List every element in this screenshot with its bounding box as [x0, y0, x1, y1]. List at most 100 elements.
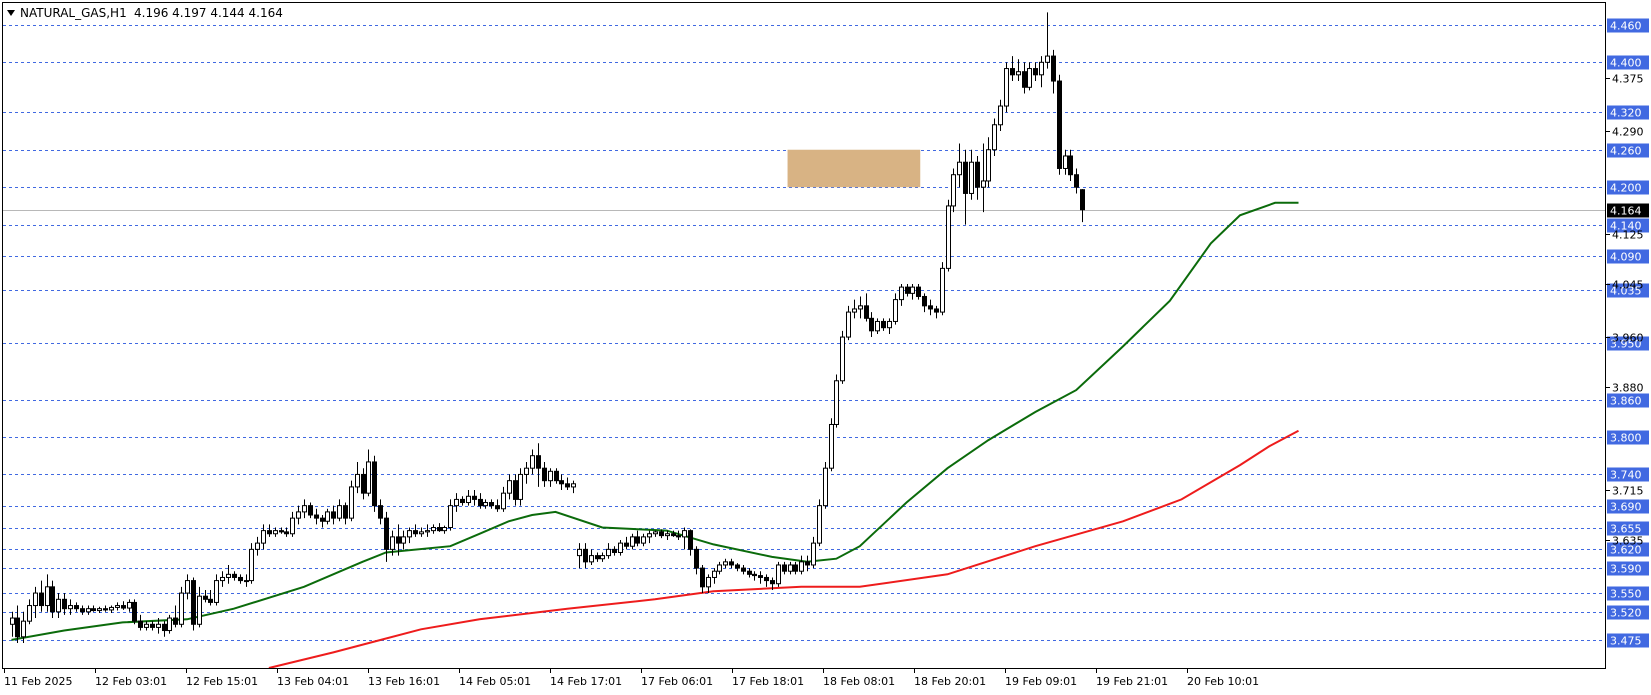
candle [559, 474, 564, 491]
candle [460, 496, 465, 506]
candle [869, 312, 874, 338]
candle [864, 293, 869, 322]
candle-body-down [559, 480, 564, 485]
candle [770, 577, 775, 590]
candle-body-down [15, 617, 20, 638]
candle [226, 564, 231, 584]
candle [735, 563, 740, 572]
candle [1016, 59, 1021, 82]
level-label: 4.400 [1610, 57, 1642, 70]
candle [255, 536, 260, 556]
candle [928, 299, 933, 316]
candle-body-down [478, 498, 483, 507]
candle-body-down [284, 531, 289, 535]
moving-average-slow [268, 429, 1299, 669]
candle [483, 499, 488, 509]
ohlc-values: 4.196 4.197 4.144 4.164 [134, 6, 283, 20]
candle [1022, 62, 1027, 94]
candle [162, 621, 167, 637]
candle-body-down [764, 576, 769, 582]
level-label-bg [1607, 467, 1649, 482]
candle-body-up [115, 605, 120, 608]
candle [934, 305, 939, 319]
candle [600, 552, 605, 562]
candle-body-down [1010, 68, 1015, 76]
candle [372, 455, 377, 512]
candle-body-up [185, 580, 190, 594]
candle [688, 529, 693, 556]
candle [910, 283, 915, 300]
candle-body-down [232, 573, 237, 578]
candle-body-up [179, 592, 184, 625]
candle [665, 530, 670, 540]
candle [957, 143, 962, 188]
candle-body-up [302, 505, 307, 513]
candle [1033, 62, 1038, 82]
level-label-bg [1607, 143, 1649, 158]
candle-body-up [946, 205, 951, 269]
candle-body-down [103, 608, 108, 611]
time-tick-label: 17 Feb 06:01 [641, 675, 713, 688]
level-label-bg [1607, 561, 1649, 576]
candle-body-up [214, 580, 219, 603]
candle [618, 539, 623, 556]
candle [542, 461, 547, 487]
candle [1080, 189, 1085, 223]
current-price-label: 4.164 [1610, 205, 1642, 218]
candle-body-down [1068, 155, 1073, 176]
candle [577, 543, 582, 569]
candle [325, 508, 330, 525]
candle [788, 561, 793, 575]
candle-body-up [97, 608, 102, 612]
price-tick-label: 3.960 [1612, 332, 1644, 345]
level-label: 3.950 [1610, 338, 1642, 351]
candle [583, 543, 588, 569]
level-label: 4.460 [1610, 20, 1642, 33]
candle [296, 505, 301, 525]
candle-body-down [864, 305, 869, 319]
price-tick-label: 3.715 [1612, 485, 1644, 498]
candle [220, 571, 225, 587]
candle [249, 543, 254, 584]
level-label: 4.090 [1610, 251, 1642, 264]
candle [899, 283, 904, 306]
candle [144, 621, 149, 631]
price-tick-label: 4.290 [1612, 126, 1644, 139]
candle-body-up [109, 606, 114, 611]
candle-body-up [829, 423, 834, 469]
candle-body-down [1022, 71, 1027, 88]
candle [969, 149, 974, 200]
candle [454, 493, 459, 512]
candle-body-up [156, 623, 161, 628]
candle-body-down [1057, 80, 1062, 169]
candle-body-up [349, 486, 354, 519]
candle [437, 523, 442, 532]
price-axis: 4.460 4.400 4.320 4.260 4.200 4.140 4.090 4.035… [1606, 18, 1649, 648]
triangle-down-icon[interactable] [7, 10, 15, 16]
price-tick-label: 3.880 [1612, 382, 1644, 395]
candle [805, 555, 810, 572]
candle-body-up [653, 531, 658, 535]
candle-body-up [717, 564, 722, 572]
candle-body-down [928, 305, 933, 310]
candle-body-up [846, 311, 851, 338]
candle-body-down [1074, 174, 1079, 188]
candle-body-down [963, 161, 968, 194]
candle [747, 568, 752, 578]
candle-body-down [612, 548, 617, 553]
candle [758, 571, 763, 584]
candle [635, 530, 640, 547]
candle [232, 571, 237, 581]
candle [776, 561, 781, 587]
candle-body-down [676, 535, 681, 538]
candle [852, 299, 857, 319]
level-label-bg [1607, 180, 1649, 195]
candle-body-up [548, 470, 553, 482]
candle [115, 602, 120, 611]
candle [68, 599, 73, 615]
candle-body-down [308, 505, 313, 516]
candle [448, 499, 453, 531]
candle-body-up [981, 180, 986, 188]
candle-body-down [208, 598, 213, 603]
candle [45, 574, 50, 612]
